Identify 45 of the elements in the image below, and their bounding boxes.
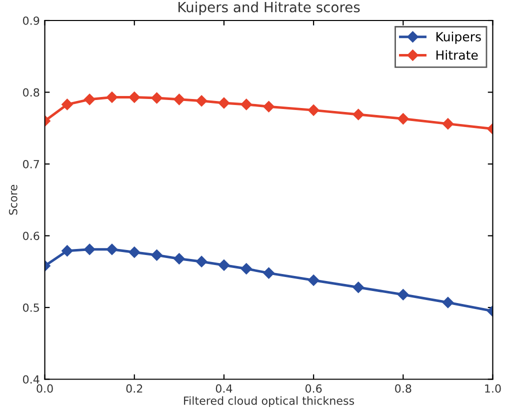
point [84, 94, 96, 106]
point [128, 92, 140, 103]
point [240, 263, 252, 274]
point [62, 245, 73, 256]
point [398, 113, 409, 124]
y-tick-label: 0.6 [22, 232, 40, 240]
point [442, 118, 454, 130]
point [218, 260, 230, 271]
point [240, 98, 252, 110]
x-tick-label: 0.2 [126, 384, 142, 393]
legend-label: Kuipers [436, 32, 481, 44]
y-tick-label: 0.8 [22, 88, 40, 97]
x-tick-label: 0.4 [216, 384, 232, 393]
point [62, 98, 73, 110]
y-tick-label: 0.7 [22, 160, 39, 168]
point [263, 100, 274, 112]
point [151, 250, 162, 261]
point [308, 274, 320, 286]
x-tick-label: 0.0 [36, 384, 53, 393]
y-axis-title: Score [8, 184, 18, 215]
point [151, 92, 162, 104]
point [84, 244, 96, 255]
point [263, 267, 274, 279]
x-axis-title: Filtered cloud optical thickness [184, 396, 354, 408]
y-tick-label: 0.9 [22, 16, 40, 25]
point [352, 282, 364, 294]
point [174, 94, 185, 106]
point [442, 296, 454, 308]
point [196, 95, 208, 106]
point [174, 253, 185, 264]
point [106, 92, 118, 103]
y-tick-label: 0.4 [22, 375, 40, 384]
chart-title: Kuipers and Hitrate scores [178, 2, 360, 16]
point [308, 104, 320, 116]
point [128, 246, 140, 258]
x-tick-label: 0.6 [305, 384, 322, 393]
x-tick-label: 1.0 [485, 384, 501, 393]
x-tick-label: 0.8 [395, 384, 412, 393]
point [398, 288, 409, 300]
point [218, 97, 230, 109]
y-tick-label: 0.5 [22, 303, 39, 312]
legend-label: Hitrate [436, 50, 478, 60]
point [196, 256, 208, 268]
point [352, 108, 364, 120]
point [106, 244, 118, 255]
